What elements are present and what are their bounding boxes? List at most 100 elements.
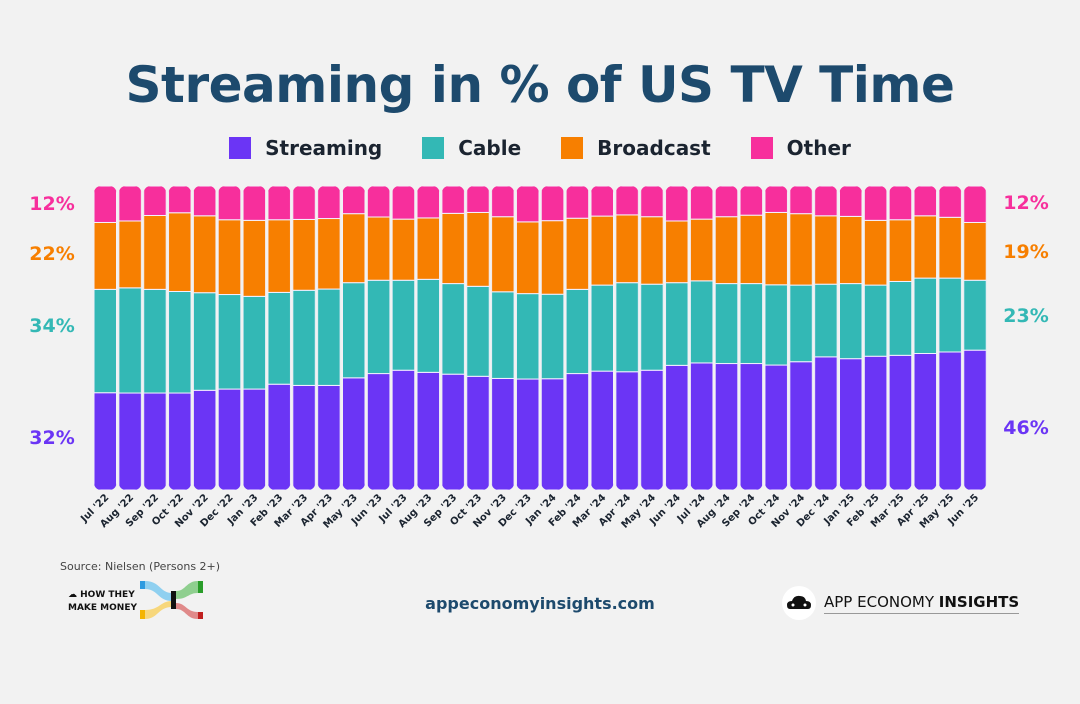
bar-segment-cable: [814, 283, 838, 358]
sankey-logo-icon: [140, 581, 203, 619]
bar-segment-other: [441, 186, 465, 214]
bar-segment-cable: [342, 282, 365, 379]
bar-segment-other: [640, 186, 664, 218]
bar-segment-broadcast: [267, 219, 291, 293]
bar-segment-other: [317, 186, 341, 220]
legend-item-broadcast: Broadcast: [561, 136, 711, 160]
bar-segment-streaming: [392, 369, 415, 490]
bar-segment-broadcast: [392, 218, 415, 281]
bar-segment-streaming: [417, 371, 440, 490]
bar-segment-cable: [889, 280, 912, 356]
bar-segment-cable: [143, 288, 167, 394]
bar-segment-cable: [938, 277, 962, 353]
bar-33: [914, 186, 937, 490]
bar-segment-other: [218, 186, 241, 221]
bar-segment-streaming: [243, 388, 266, 490]
bar-segment-streaming: [789, 361, 813, 490]
bar-segment-streaming: [541, 378, 564, 490]
legend-item-streaming: Streaming: [229, 136, 382, 160]
bar-segment-other: [168, 186, 192, 214]
bar-segment-streaming: [914, 353, 937, 490]
legend-swatch: [750, 137, 773, 159]
bar-segment-streaming: [342, 377, 365, 490]
bar-segment-broadcast: [914, 215, 937, 279]
bar-25: [715, 186, 738, 490]
bar-18: [541, 186, 564, 490]
end-label-cable: 23%: [1003, 305, 1049, 327]
bar-27: [764, 186, 788, 490]
brand-left-line1: HOW THEY: [80, 590, 135, 600]
bar-segment-cable: [168, 290, 192, 394]
bar-segment-other: [392, 186, 415, 220]
bar-segment-other: [615, 186, 639, 216]
bar-segment-cable: [591, 284, 614, 372]
bar-segment-other: [963, 186, 987, 223]
brand-right-bold: INSIGHTS: [938, 592, 1020, 611]
website-link[interactable]: appeconomyinsights.com: [425, 594, 655, 613]
brand-left-line2: MAKE MONEY: [68, 603, 137, 613]
bar-segment-other: [814, 186, 838, 217]
bar-segment-broadcast: [591, 215, 614, 286]
bar-segment-other: [690, 186, 713, 220]
bar-segment-broadcast: [963, 221, 987, 281]
bar-segment-cable: [740, 283, 763, 365]
legend-label: Streaming: [265, 136, 383, 160]
bar-segment-other: [591, 186, 614, 217]
bar-segment-cable: [839, 283, 862, 360]
bar-segment-broadcast: [441, 212, 465, 285]
bar-segment-other: [665, 186, 689, 222]
bar-segment-streaming: [143, 392, 167, 490]
chart-title: Streaming in % of US TV Time: [125, 56, 955, 114]
bar-segment-streaming: [94, 392, 117, 490]
bar-segment-broadcast: [94, 221, 117, 290]
bar-segment-other: [566, 186, 589, 219]
legend-label: Cable: [458, 136, 522, 160]
bar-20: [591, 186, 614, 490]
bar-segment-cable: [94, 288, 117, 394]
bar-6: [243, 186, 266, 490]
bar-13: [417, 186, 440, 490]
bar-segment-broadcast: [292, 218, 316, 291]
bar-segment-streaming: [367, 373, 390, 490]
bar-segment-other: [118, 186, 142, 222]
bar-segment-other: [914, 186, 937, 217]
bar-11: [367, 186, 390, 490]
bar-segment-streaming: [118, 392, 142, 490]
bar-segment-cable: [243, 295, 266, 390]
bar-segment-broadcast: [938, 216, 962, 279]
bar-segment-broadcast: [193, 215, 216, 294]
bar-segment-other: [367, 186, 390, 218]
bar-2: [143, 186, 167, 490]
bar-segment-other: [889, 186, 912, 221]
bar-segment-streaming: [591, 370, 614, 490]
bar-segment-streaming: [665, 364, 689, 490]
bar-segment-streaming: [715, 363, 738, 490]
bar-segment-broadcast: [541, 220, 564, 295]
bar-segment-broadcast: [764, 211, 788, 286]
bar-segment-cable: [789, 284, 813, 363]
legend-swatch: [229, 137, 252, 159]
bar-segment-cable: [392, 279, 415, 371]
bar-segment-broadcast: [168, 212, 192, 292]
bar-segment-cable: [715, 283, 738, 365]
start-label-broadcast: 22%: [29, 243, 75, 265]
bar-9: [317, 186, 341, 490]
bar-segment-cable: [466, 285, 490, 377]
bar-segment-cable: [963, 279, 987, 351]
bar-segment-streaming: [864, 355, 887, 490]
bar-14: [441, 186, 465, 490]
bar-segment-other: [938, 186, 962, 218]
legend-item-other: Other: [750, 136, 851, 160]
legend-swatch: [561, 137, 584, 159]
bar-30: [839, 186, 862, 490]
bar-segment-other: [466, 186, 490, 213]
bar-segment-streaming: [292, 384, 316, 490]
bar-segment-cable: [914, 277, 937, 355]
bar-34: [938, 186, 962, 490]
bar-segment-broadcast: [491, 216, 515, 293]
bar-32: [889, 186, 912, 490]
bar-segment-other: [740, 186, 763, 216]
bar-segment-streaming: [466, 375, 490, 490]
bar-segment-streaming: [889, 354, 912, 490]
bar-segment-other: [243, 186, 266, 221]
